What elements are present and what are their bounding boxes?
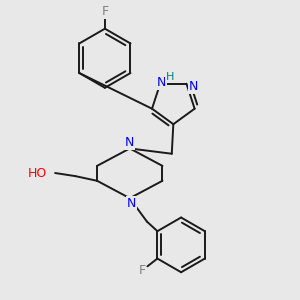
- Text: N: N: [189, 80, 198, 93]
- Text: HO: HO: [28, 167, 47, 179]
- Text: H: H: [166, 72, 175, 82]
- Text: F: F: [101, 5, 109, 18]
- Text: N: N: [127, 197, 136, 210]
- Text: N: N: [125, 136, 134, 149]
- Text: F: F: [138, 264, 146, 277]
- Text: N: N: [157, 76, 166, 88]
